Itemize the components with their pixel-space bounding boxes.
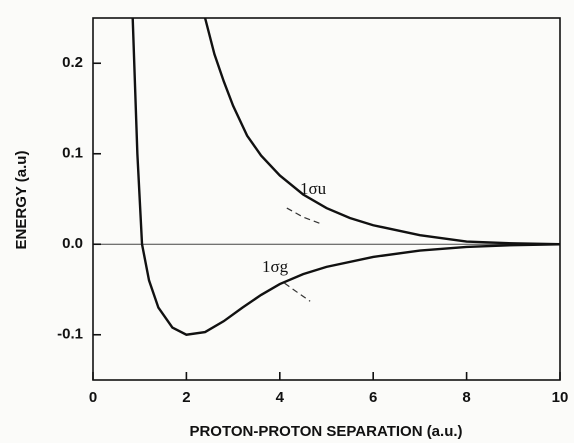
plot-frame xyxy=(92,17,561,381)
y-tick-label: 0.0 xyxy=(62,235,83,252)
curve-label: 1σu xyxy=(300,179,327,198)
x-tick-label: 6 xyxy=(369,389,377,406)
x-tick-label: 0 xyxy=(89,389,97,406)
y-tick-label: -0.1 xyxy=(57,326,83,343)
x-tick-label: 10 xyxy=(552,389,569,406)
x-axis-label: PROTON-PROTON SEPARATION (a.u.) xyxy=(189,423,462,440)
curve xyxy=(203,18,560,246)
curve xyxy=(286,207,321,224)
y-tick-label: 0.2 xyxy=(62,54,83,71)
x-tick-label: 8 xyxy=(462,389,470,406)
y-tick-label: 0.1 xyxy=(62,145,83,162)
curve xyxy=(284,282,311,302)
y-axis-label: ENERGY (a.u) xyxy=(13,151,30,250)
x-tick-label: 2 xyxy=(182,389,190,406)
x-tick-label: 4 xyxy=(276,389,285,406)
curve-label: 1σg xyxy=(262,257,289,276)
curve xyxy=(131,18,560,336)
